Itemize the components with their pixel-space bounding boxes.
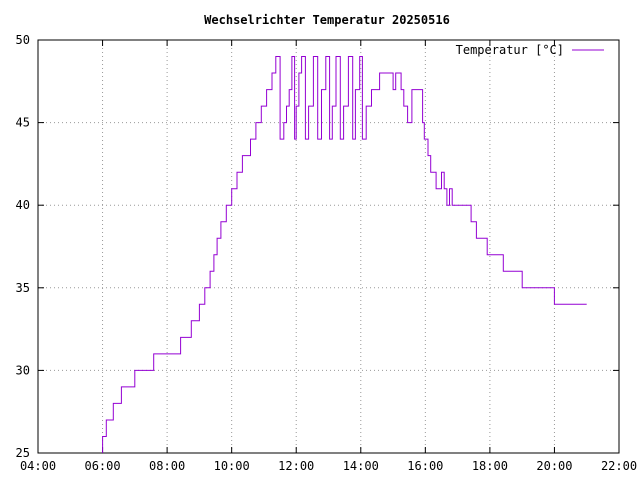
x-tick-label: 12:00 bbox=[278, 459, 314, 473]
legend-label: Temperatur [°C] bbox=[456, 43, 564, 57]
y-tick-label: 50 bbox=[16, 33, 30, 47]
chart-title: Wechselrichter Temperatur 20250516 bbox=[204, 13, 450, 27]
x-tick-label: 18:00 bbox=[472, 459, 508, 473]
x-tick-label: 06:00 bbox=[84, 459, 120, 473]
x-tick-label: 16:00 bbox=[407, 459, 443, 473]
y-tick-label: 45 bbox=[16, 116, 30, 130]
x-tick-label: 08:00 bbox=[149, 459, 185, 473]
series-line bbox=[102, 56, 587, 453]
series-layer bbox=[102, 56, 587, 453]
legend: Temperatur [°C] bbox=[456, 43, 604, 57]
x-tick-label: 22:00 bbox=[601, 459, 637, 473]
y-tick-label: 40 bbox=[16, 198, 30, 212]
x-tick-label: 04:00 bbox=[20, 459, 56, 473]
plot-frame bbox=[37, 39, 620, 454]
x-tick-label: 10:00 bbox=[214, 459, 250, 473]
y-tick-label: 30 bbox=[16, 363, 30, 377]
y-tick-label: 25 bbox=[16, 446, 30, 460]
axis-ticks: 04:00 06:00 08:00 10:00 12:00 14:00 16:00 18:00… bbox=[16, 33, 638, 473]
x-tick-label: 20:00 bbox=[536, 459, 572, 473]
x-tick-label: 14:00 bbox=[343, 459, 379, 473]
y-tick-label: 35 bbox=[16, 281, 30, 295]
